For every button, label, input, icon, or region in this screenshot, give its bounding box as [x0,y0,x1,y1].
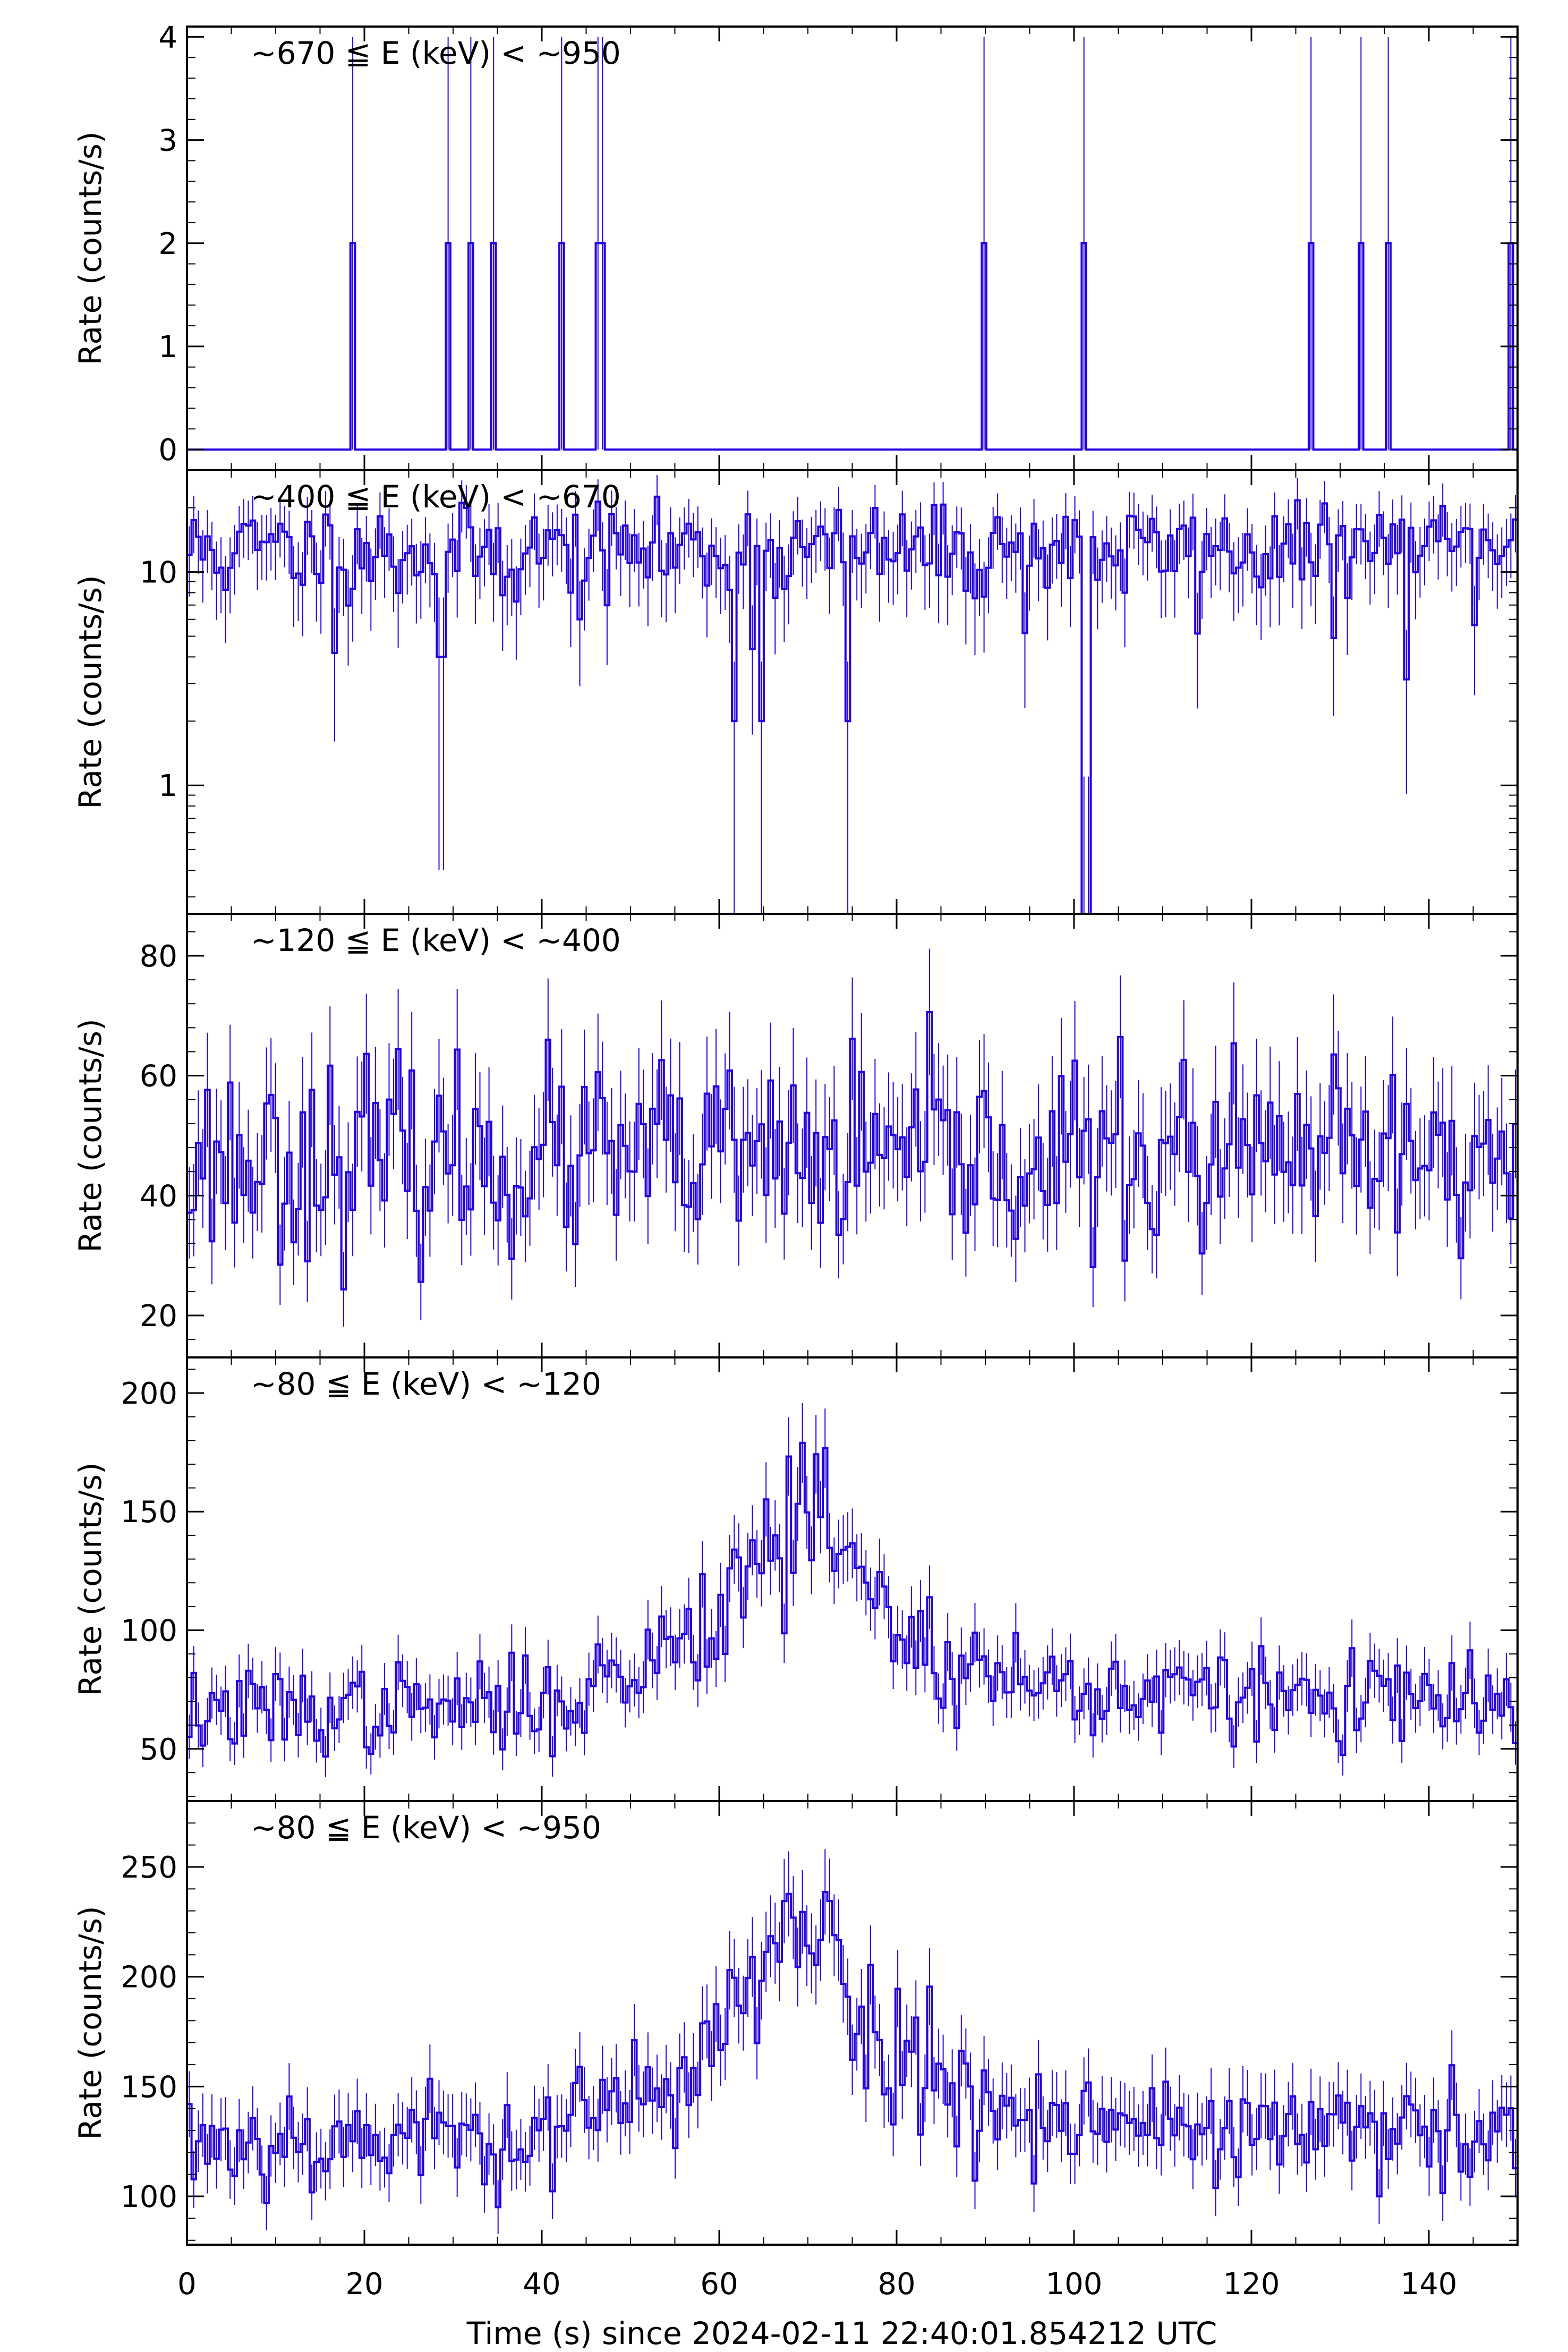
panel-4-step-line [187,1441,1518,1758]
y-tick-label: 150 [121,2070,177,2104]
panel-5-y-axis-label: Rate (counts/s) [72,1906,108,2139]
x-tick-label: 20 [345,2267,383,2302]
panel-1-energy-label: ~670 ≦ E (keV) < ~950 [251,35,621,71]
x-tick-label: 40 [523,2267,560,2302]
panel-3-energy-label: ~120 ≦ E (keV) < ~400 [251,922,621,958]
panel-5-y-axis: 100 150 200 250 [121,1801,1518,2245]
y-tick-label: 10 [140,556,177,590]
panel-5-frame [186,1800,1519,2246]
panel-2: 1 10 ~400 ≦ E (keV) < ~670 Rate (counts/s) [72,469,1519,915]
panel-1-frame [186,26,1519,471]
y-tick-label: 200 [121,1377,177,1411]
x-tick-label: 100 [1046,2267,1103,2302]
panel-1-step-line [187,242,1518,451]
panel-4-series [187,1403,1518,1777]
y-tick-label: 80 [140,939,177,974]
x-tick-label: 60 [700,2267,738,2302]
panel-2-y-axis-label: Rate (counts/s) [72,575,108,809]
panel-5: 100 150 200 250 ~80 ≦ E (keV) < ~950 Rate (co… [72,1800,1519,2246]
panel-5-step-line [187,1891,1518,2209]
panel-1: 0 1 2 3 4 ~670 ≦ E (keV) < ~950 Rate (counts/s… [72,20,1519,471]
y-tick-label: 4 [158,20,177,55]
y-tick-label: 50 [140,1733,177,1767]
panel-3: 20 40 60 80 ~120 ≦ E (keV) < ~400 Rate (count… [72,913,1519,1358]
panel-4-error-bars [189,1403,1516,1777]
x-axis-label: Time (s) since 2024-02-11 22:40:01.85421… [466,2315,1217,2351]
y-tick-label: 3 [158,124,177,158]
panel-2-series [187,474,1518,914]
y-tick-label: 40 [140,1179,177,1213]
y-tick-label: 150 [121,1495,177,1530]
y-tick-label: 100 [121,2180,177,2214]
panel-3-y-axis: 20 40 60 80 [140,914,1518,1357]
y-tick-label: 1 [158,330,177,364]
panel-2-error-bars [189,474,1516,914]
panel-2-energy-label: ~400 ≦ E (keV) < ~670 [251,479,621,515]
panel-2-y-axis: 1 10 [140,470,1518,914]
panel-4-energy-label: ~80 ≦ E (keV) < ~120 [251,1366,601,1402]
panel-4-y-axis-label: Rate (counts/s) [72,1462,108,1696]
panel-4-y-axis: 50 100 150 200 [121,1357,1518,1801]
panel-5-series [187,1849,1518,2235]
y-tick-label: 20 [140,1299,177,1334]
y-tick-label: 0 [158,433,177,468]
panel-5-error-bars [189,1849,1516,2235]
panel-3-step-line [187,1011,1518,1290]
panel-1-error-bars [352,37,1512,450]
panel-1-y-axis: 0 1 2 3 4 [158,20,1518,471]
panel-2-step-line [187,495,1518,914]
x-tick-label: 0 [177,2267,197,2302]
x-axis: 0 20 40 60 80 100 120 140 [177,2267,1457,2302]
panel-3-y-axis-label: Rate (counts/s) [72,1018,108,1252]
x-tick-label: 140 [1401,2267,1458,2302]
y-tick-label: 250 [121,1850,177,1885]
panel-4-frame [186,1356,1519,1802]
panel-3-error-bars [189,948,1516,1327]
y-tick-label: 200 [121,1960,177,1995]
y-tick-label: 1 [158,769,177,803]
panel-3-series [187,948,1518,1327]
y-tick-label: 60 [140,1059,177,1094]
panel-1-y-axis-label: Rate (counts/s) [72,131,108,365]
panel-1-series [187,37,1518,451]
y-tick-label: 100 [121,1614,177,1649]
panel-5-energy-label: ~80 ≦ E (keV) < ~950 [251,1810,601,1846]
x-tick-label: 80 [877,2267,915,2302]
panels-container: 0 1 2 3 4 ~670 ≦ E (keV) < ~950 Rate (counts/s… [72,20,1519,2246]
x-tick-label: 120 [1223,2267,1280,2302]
y-tick-label: 2 [158,227,177,261]
panel-4: 50 100 150 200 ~80 ≦ E (keV) < ~120 Rate (cou… [72,1356,1519,1802]
